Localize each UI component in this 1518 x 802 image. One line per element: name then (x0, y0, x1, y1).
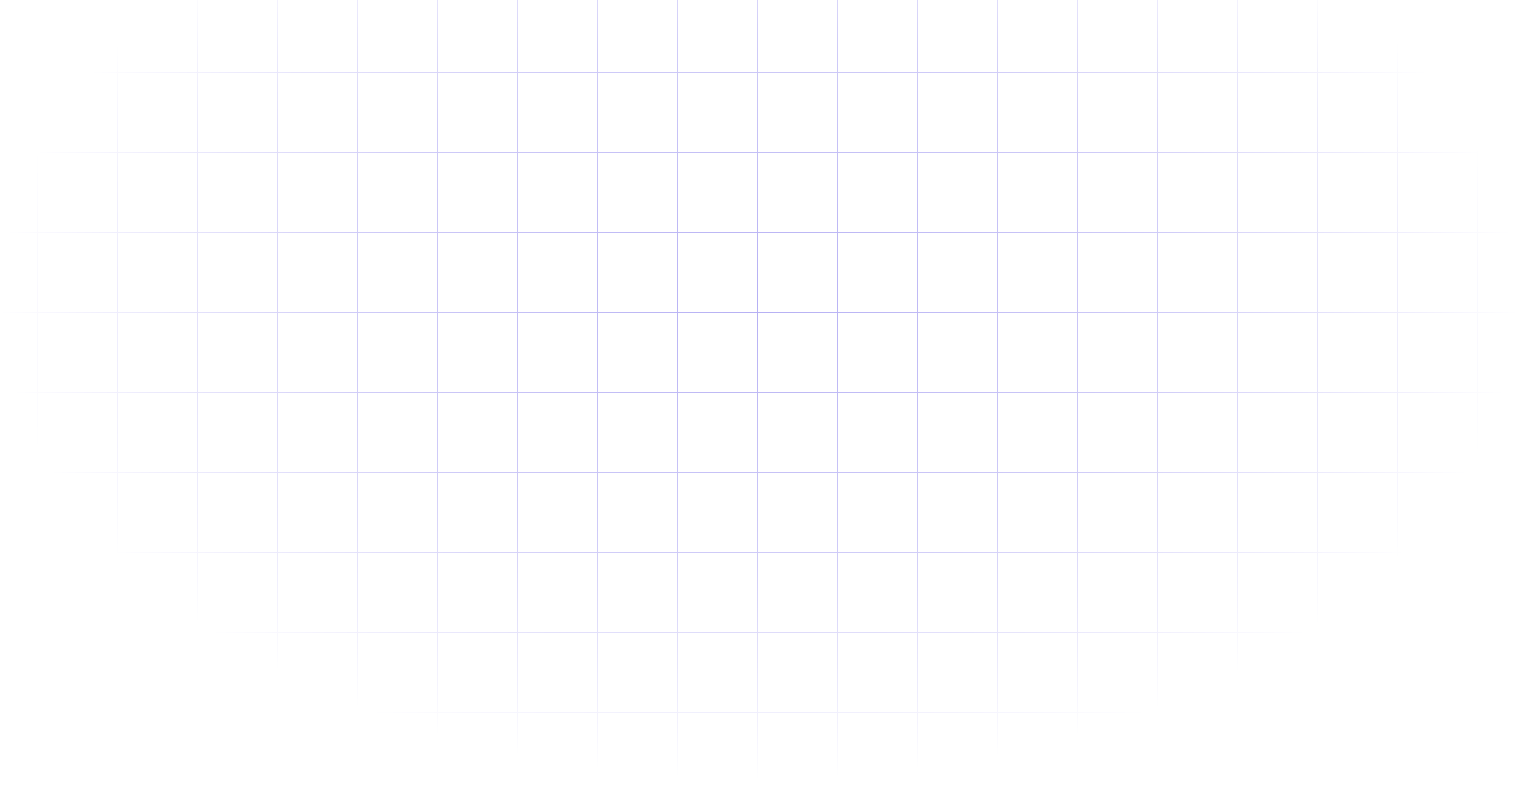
background-grid (0, 0, 1518, 802)
